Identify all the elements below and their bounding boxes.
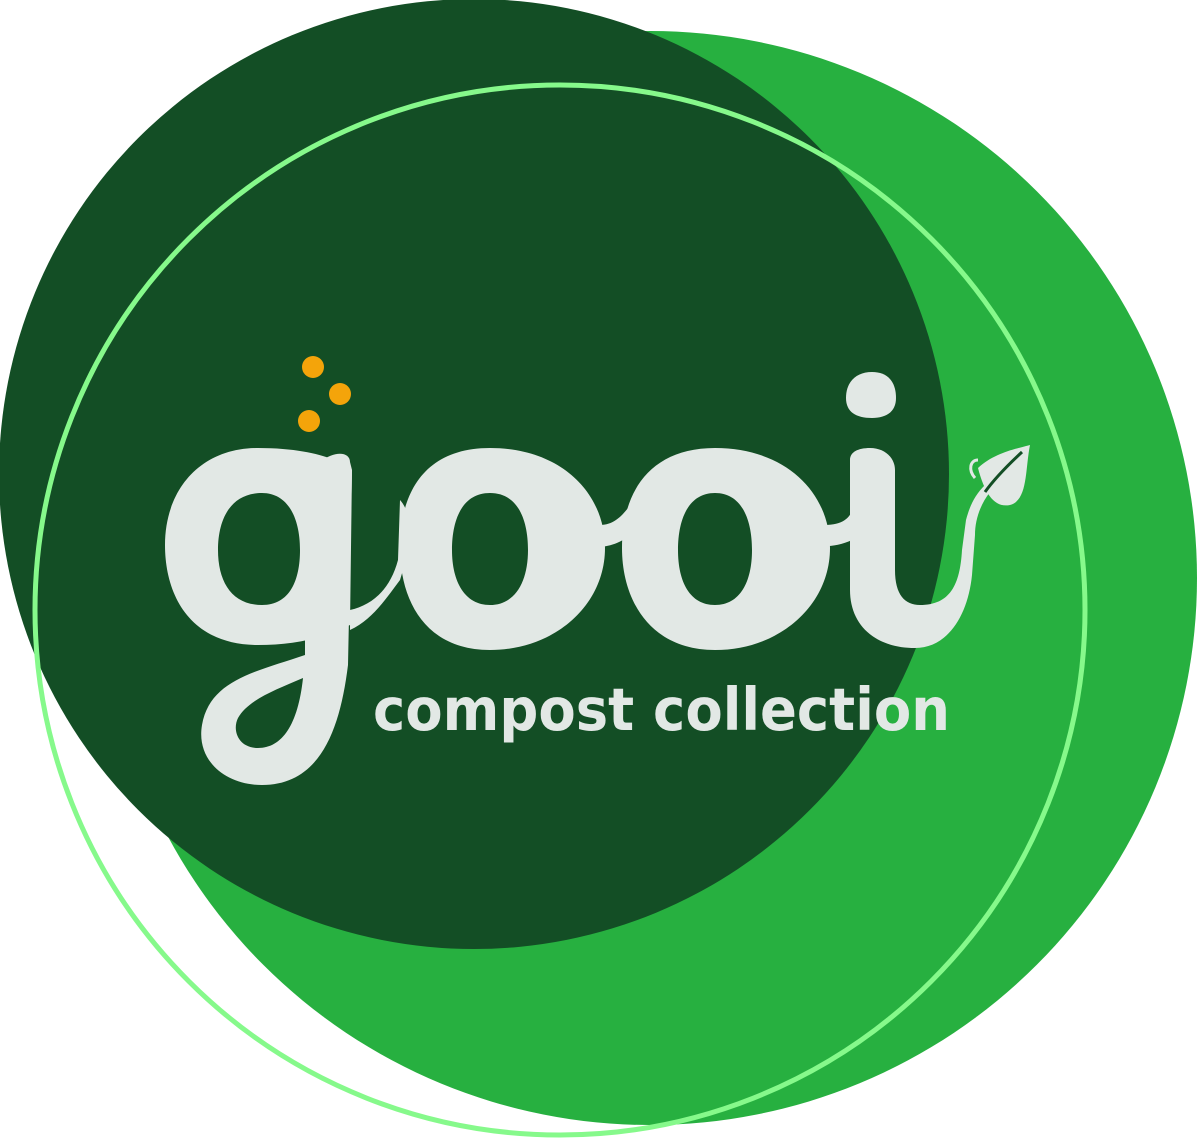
tagline: compost collection xyxy=(373,675,950,744)
leaf xyxy=(978,445,1030,506)
letter-g-tail xyxy=(201,453,352,785)
tendril xyxy=(969,458,979,479)
letter-connector xyxy=(560,478,640,547)
outline-ring xyxy=(32,82,1088,1138)
letter-o-first xyxy=(400,448,605,650)
letter-o-second xyxy=(622,448,830,650)
letter-i-dot xyxy=(846,372,896,418)
seed-dot xyxy=(298,410,320,432)
seed-dots-icon xyxy=(298,356,351,432)
letter-i-stem xyxy=(850,448,990,648)
seed-dot xyxy=(302,356,324,378)
wordmark xyxy=(165,372,990,785)
letter-connector xyxy=(785,478,852,547)
leaf-sprout-icon xyxy=(969,445,1030,506)
leaf-vein xyxy=(983,450,1024,493)
seed-dot xyxy=(329,383,351,405)
